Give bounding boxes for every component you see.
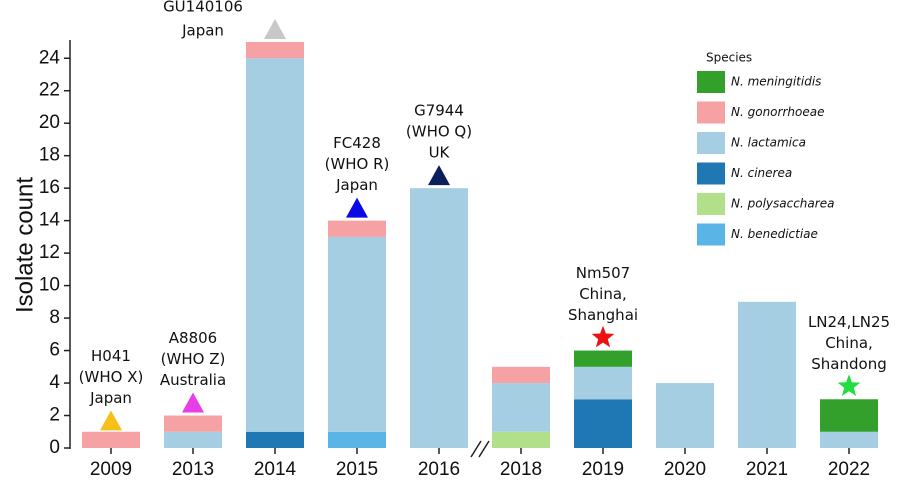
bar-segment <box>328 236 386 432</box>
annotation-marker <box>264 19 286 40</box>
bar-segment <box>574 366 632 400</box>
annotation-marker <box>100 410 122 431</box>
legend-label: N. benedictiae <box>731 227 818 241</box>
legend-swatch <box>697 162 725 185</box>
annotation-label: LN24,LN25 <box>808 313 890 331</box>
legend-swatch <box>697 101 725 124</box>
annotation-label: A8806 <box>169 329 217 347</box>
bar-segment <box>246 42 304 59</box>
bar-segment <box>738 301 796 448</box>
x-tick-label: 2019 <box>582 459 624 480</box>
annotation-marker <box>591 325 615 348</box>
y-axis-label: Isolate count <box>11 177 38 313</box>
y-tick-label: 20 <box>39 112 60 133</box>
y-tick-label: 16 <box>39 177 60 198</box>
annotation-label: Japan <box>89 389 132 407</box>
annotation-marker <box>837 374 861 396</box>
x-tick-label: 2022 <box>828 459 870 480</box>
bar-segment <box>246 431 304 448</box>
legend-title: Species <box>706 51 752 65</box>
annotation-label: Nm507 <box>576 264 630 282</box>
axis-break <box>470 440 482 458</box>
annotation-label: (WHO Z) <box>161 350 226 368</box>
bar-segment <box>656 383 714 448</box>
bar-segment <box>820 431 878 448</box>
x-tick-label: 2021 <box>746 459 788 480</box>
bar-segment <box>246 58 304 432</box>
bar-segment <box>82 431 140 448</box>
annotation-label: G7944 <box>414 102 464 120</box>
bar-segment <box>492 383 550 432</box>
annotation-label: Shanghai <box>568 306 638 324</box>
bar-segment <box>410 188 468 448</box>
legend-label: N. lactamica <box>731 136 806 150</box>
bar-segment <box>328 220 386 237</box>
y-tick-label: 18 <box>39 145 60 166</box>
legend-swatch <box>697 132 725 154</box>
bar-segment <box>328 431 386 448</box>
annotation-label: (WHO R) <box>325 155 390 173</box>
annotation-label: (WHO X) <box>79 368 144 386</box>
y-tick-label: 24 <box>39 47 61 68</box>
bar-segment <box>574 350 632 367</box>
bar-segment <box>492 431 550 448</box>
axis-break <box>478 440 490 458</box>
y-tick-label: 2 <box>49 405 60 426</box>
y-tick-label: 0 <box>49 437 60 458</box>
annotation-marker <box>428 165 450 186</box>
annotation-label: Japan <box>335 176 378 194</box>
annotation-label: China, <box>579 285 627 303</box>
legend-swatch <box>697 193 725 215</box>
y-tick-label: 4 <box>49 372 60 393</box>
annotation-label: GU140106 <box>163 0 243 16</box>
x-tick-label: 2014 <box>254 459 297 480</box>
y-tick-label: 22 <box>39 80 60 101</box>
bar-segment <box>164 431 222 448</box>
legend-swatch <box>697 223 725 246</box>
annotation-label: Japan <box>181 22 224 40</box>
annotation-marker <box>182 392 204 413</box>
annotation-label: Australia <box>160 371 226 389</box>
bar-segment <box>574 399 632 448</box>
legend-label: N. gonorrhoeae <box>731 105 824 119</box>
legend-swatch <box>697 71 725 93</box>
x-tick-label: 2013 <box>172 459 214 480</box>
y-tick-label: 12 <box>39 242 60 263</box>
bar-segment <box>492 366 550 384</box>
y-tick-label: 10 <box>39 275 60 296</box>
x-tick-label: 2020 <box>664 459 706 480</box>
annotation-marker <box>346 197 368 218</box>
legend-label: N. polysaccharea <box>731 197 834 211</box>
annotation-label: H041 <box>91 347 131 365</box>
bar-segment <box>164 415 222 432</box>
x-tick-label: 2018 <box>500 459 542 480</box>
y-tick-label: 14 <box>39 210 61 231</box>
x-tick-label: 2016 <box>418 459 460 480</box>
legend-label: N. meningitidis <box>731 75 821 89</box>
bar-segment <box>820 399 878 432</box>
annotation-label: Shandong <box>811 355 886 373</box>
y-tick-label: 6 <box>49 340 60 361</box>
annotation-label: (WHO Q) <box>406 123 472 141</box>
annotation-label: FC428 <box>333 134 381 152</box>
y-tick-label: 8 <box>49 307 60 328</box>
x-tick-label: 2015 <box>336 459 378 480</box>
annotation-label: China, <box>825 334 873 352</box>
legend-label: N. cinerea <box>731 166 792 180</box>
x-tick-label: 2009 <box>90 459 132 480</box>
annotation-label: UK <box>429 144 451 162</box>
